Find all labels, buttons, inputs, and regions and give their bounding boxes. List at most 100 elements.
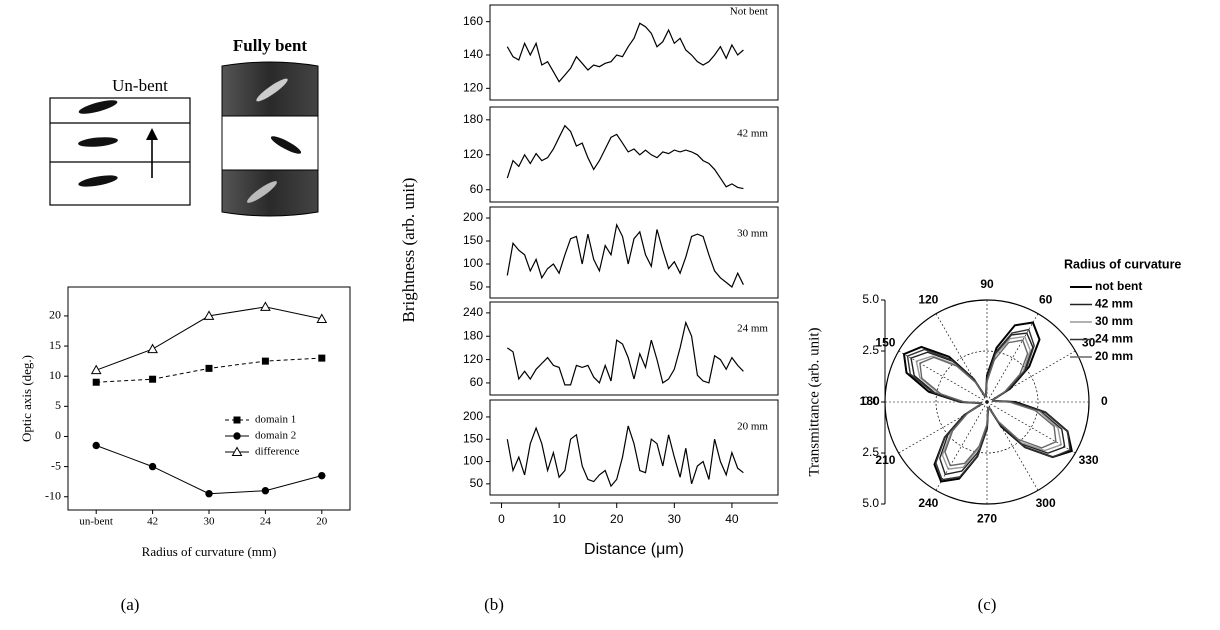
y-tick-label: 0 [55,428,61,442]
y-tick-label: 120 [463,81,483,95]
y-tick-label: 160 [463,14,483,28]
theta-tick-label: 0 [1101,394,1108,408]
x-tick-label: 42 [147,516,158,528]
marker [231,446,243,456]
marker [149,375,157,383]
y-tick-label: 240 [463,305,483,319]
y-tick-label: 120 [463,147,483,161]
line-chart: 60 120 180 240 24 mm [463,301,779,396]
y-axis-label: Brightness (arb. unit) [399,178,418,323]
x-tick-label: 10 [552,512,566,526]
marker [261,487,270,495]
grid-spoke [986,313,1039,403]
theta-tick-label: 270 [977,511,997,525]
y-tick-label: 100 [463,454,483,468]
annotation: 42 mm [737,128,768,140]
line-chart: 50 100 150 200 0 10 20 30 40 Distance (μm) 20 mm [463,399,779,558]
grid-spoke [898,350,988,403]
y-tick-label: 150 [463,431,483,445]
y-tick-label: 140 [463,47,483,61]
plot-frame [489,206,779,299]
theta-tick-label: 330 [1079,453,1099,467]
x-axis-label: Distance (μm) [584,541,684,558]
theta-tick-label: 90 [980,277,994,291]
annotation: Not bent [730,6,768,18]
legend-label: domain 2 [255,430,296,442]
y-tick-label: 2.5 [862,343,879,357]
polar-chart: 5.0 2.5 0.0 2.5 5.0 Transmittance (arb. unit)… [806,257,1181,525]
y-tick-label: 2.5 [862,445,879,459]
legend-title: Radius of curvature [1064,257,1181,271]
y-tick-label: 20 [49,308,61,322]
y-tick-label: 180 [463,328,483,342]
data-line [506,425,744,488]
x-tick-label: 24 [260,516,272,528]
x-tick-label: un-bent [79,516,113,528]
y-tick-label: 10 [49,368,61,382]
plot-frame [489,106,779,203]
panel-label: (b) [484,595,504,614]
y-tick-label: 5.0 [862,496,879,510]
annotation: 30 mm [737,228,768,240]
y-axis-label: Transmittance (arb. unit) [806,327,822,476]
marker [90,364,102,375]
legend-label: 24 mm [1095,332,1133,346]
x-tick-label: 20 [316,516,328,528]
marker [233,416,241,424]
x-tick-label: 20 [610,512,624,526]
data-line [506,320,744,386]
marker [316,313,328,323]
y-tick-label: 100 [463,256,483,270]
plot-frame [67,286,351,511]
marker [148,462,157,471]
panel-label: (a) [121,595,140,614]
x-tick-label: 30 [668,512,682,526]
theta-tick-label: 240 [918,496,938,510]
data-line [506,223,744,288]
marker [318,354,326,362]
marker [318,471,326,480]
x-axis-label: Radius of curvature (mm) [142,544,277,559]
theta-tick-label: 120 [918,293,938,307]
legend-label: 42 mm [1095,297,1133,311]
y-tick-label: 50 [470,279,484,293]
x-tick-label: 30 [204,516,216,528]
marker [203,310,215,320]
grid-spoke [935,401,988,491]
x-tick-label: 0 [498,512,505,526]
unbent-label: Un-bent [112,76,168,95]
y-tick-label: 60 [470,375,484,389]
legend-label: 20 mm [1095,349,1133,363]
theta-tick-label: 30 [1082,336,1096,350]
y-tick-label: 50 [470,476,484,490]
y-tick-label: 180 [463,112,483,126]
marker [92,378,100,386]
data-line [919,339,1057,467]
data-line [506,22,744,83]
plot-frame [489,4,779,101]
bent-label: Fully bent [233,36,307,55]
marker [205,490,213,498]
y-tick-label: -5 [51,458,61,472]
y-tick-label: 120 [463,352,483,366]
x-tick-label: 40 [725,512,739,526]
y-tick-label: -10 [45,488,61,502]
marker [260,301,271,311]
diagram-unbent: Un-bent [49,76,191,206]
y-tick-label: 15 [49,338,61,352]
theta-tick-label: 300 [1036,496,1056,510]
diagram-bent: Fully bent [221,36,319,217]
y-tick-label: 0.0 [862,394,879,408]
marker [233,432,241,440]
legend-label: domain 1 [255,414,296,426]
y-tick-label: 200 [463,409,483,423]
legend-label: 30 mm [1095,314,1133,328]
legend-label: not bent [1095,279,1142,293]
grid-ring [935,350,1039,454]
line-chart: 120 140 160 Not bent [463,4,779,101]
legend-label: difference [255,446,299,458]
marker [92,441,100,450]
theta-tick-label: 180 [860,394,880,408]
panel-label: (c) [978,595,997,614]
